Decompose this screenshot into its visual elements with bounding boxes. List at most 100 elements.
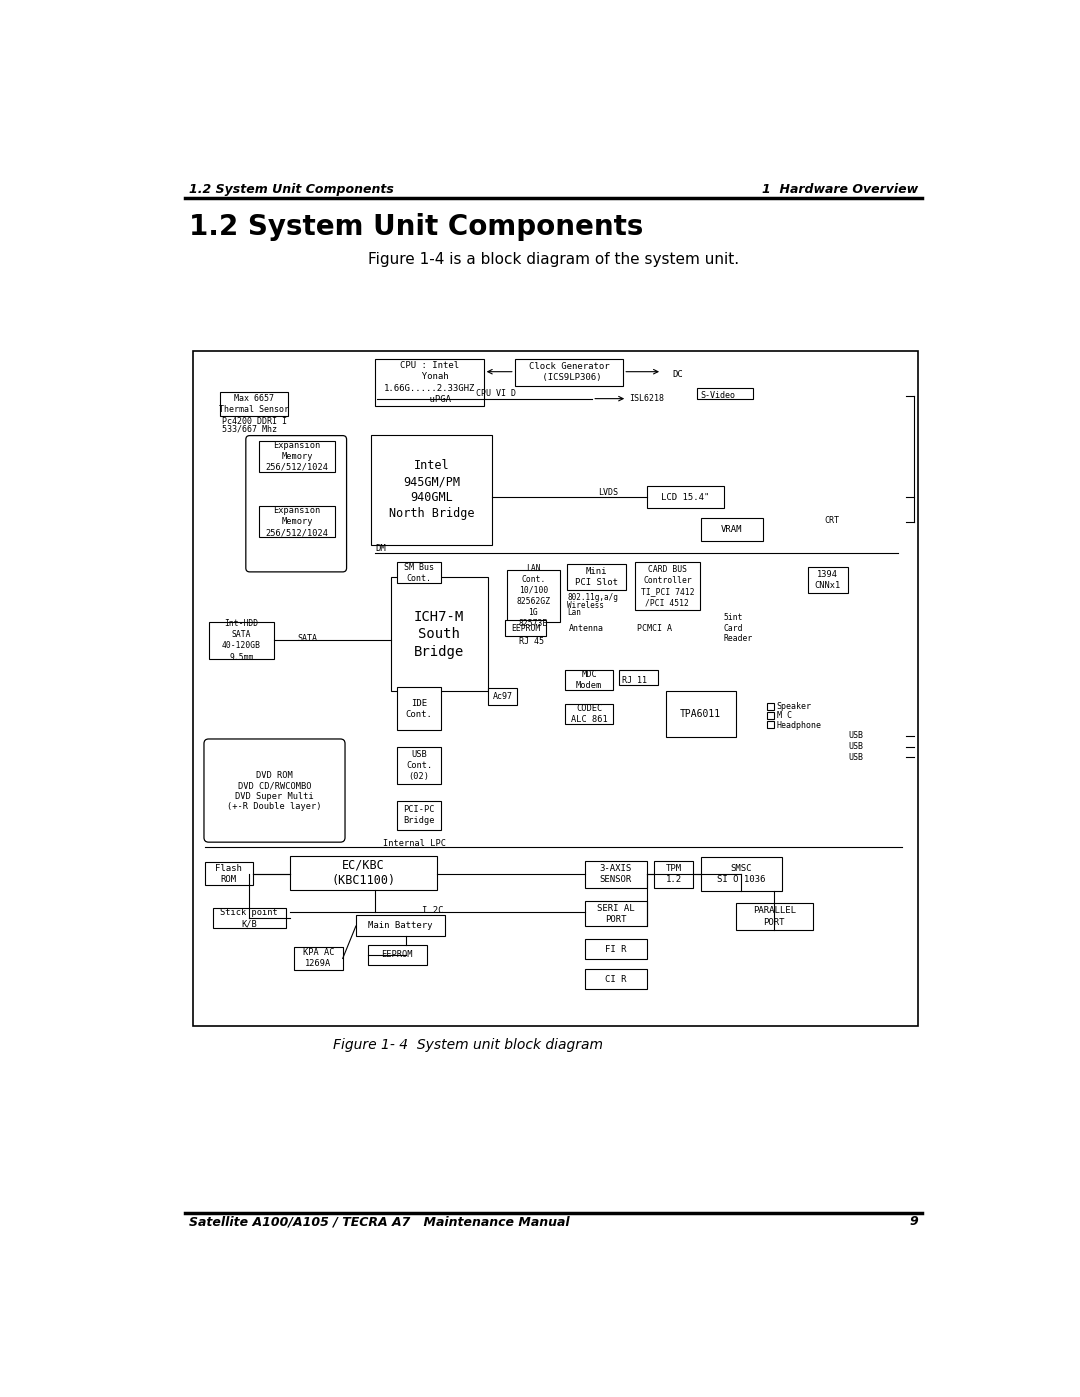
Bar: [635, 562, 700, 610]
Text: CRT: CRT: [825, 515, 840, 525]
Bar: [767, 721, 773, 728]
Text: Intel
945GM/PM
940GML
North Bridge: Intel 945GM/PM 940GML North Bridge: [389, 460, 474, 521]
Bar: [193, 351, 918, 1027]
Bar: [397, 562, 441, 584]
Text: TPM
1.2: TPM 1.2: [665, 865, 681, 884]
Bar: [391, 577, 488, 692]
Bar: [294, 947, 342, 970]
Bar: [213, 908, 286, 929]
Text: SM Bus
Cont.: SM Bus Cont.: [404, 563, 434, 583]
Text: LVDS: LVDS: [598, 488, 619, 497]
FancyBboxPatch shape: [246, 436, 347, 571]
Text: 3-AXIS
SENSOR: 3-AXIS SENSOR: [599, 865, 632, 884]
Text: CI R: CI R: [605, 975, 626, 983]
Text: Int-HDD
SATA
40-120GB
9.5mm: Int-HDD SATA 40-120GB 9.5mm: [222, 619, 261, 662]
Text: 1  Hardware Overview: 1 Hardware Overview: [761, 183, 918, 197]
Text: IDE
Cont.: IDE Cont.: [406, 698, 432, 718]
Text: 5int
Card
Reader: 5int Card Reader: [724, 613, 753, 643]
Text: 1.2 System Unit Components: 1.2 System Unit Components: [189, 212, 644, 240]
Bar: [372, 434, 491, 545]
Bar: [654, 861, 693, 887]
Text: Lan: Lan: [567, 608, 581, 617]
Text: M C: M C: [777, 711, 792, 721]
Text: Clock Generator
 (ICS9LP306): Clock Generator (ICS9LP306): [529, 362, 609, 383]
Bar: [697, 388, 753, 398]
Text: USB: USB: [848, 742, 863, 752]
Text: SMSC
SI O 1036: SMSC SI O 1036: [717, 865, 766, 884]
Text: USB: USB: [848, 732, 863, 740]
Text: Figure 1-4 is a block diagram of the system unit.: Figure 1-4 is a block diagram of the sys…: [368, 251, 739, 267]
Text: RJ 45: RJ 45: [518, 637, 543, 645]
Bar: [367, 944, 428, 964]
Text: 802.11g,a/g: 802.11g,a/g: [567, 592, 619, 602]
Text: ISL6218: ISL6218: [630, 394, 664, 404]
Text: Antenna: Antenna: [569, 623, 604, 633]
Bar: [375, 359, 484, 407]
Text: USB
Cont.
(02): USB Cont. (02): [406, 750, 432, 781]
Bar: [701, 856, 782, 891]
Text: PARALLEL
PORT: PARALLEL PORT: [753, 907, 796, 926]
Bar: [397, 800, 441, 830]
Bar: [647, 486, 724, 509]
FancyBboxPatch shape: [204, 739, 345, 842]
Text: LAN
Cont.
10/100
82562GZ
1G
82573E: LAN Cont. 10/100 82562GZ 1G 82573E: [516, 563, 551, 629]
Text: Headphone: Headphone: [777, 721, 822, 729]
Text: ICH7-M
South
Bridge: ICH7-M South Bridge: [414, 610, 464, 658]
Text: RJ 11: RJ 11: [622, 676, 647, 685]
Text: CARD BUS
Controller
TI_PCI 7412
/PCI 4512: CARD BUS Controller TI_PCI 7412 /PCI 451…: [640, 564, 694, 608]
Bar: [210, 622, 273, 659]
Text: PCI-PC
Bridge: PCI-PC Bridge: [403, 805, 435, 826]
Text: VRAM: VRAM: [721, 525, 743, 534]
Bar: [356, 915, 445, 936]
Bar: [701, 518, 762, 541]
Text: Main Battery: Main Battery: [368, 921, 433, 930]
Text: I 2C: I 2C: [422, 907, 443, 915]
Text: CPU : Intel
  Yonah
1.66G.....2.33GHZ
    uPGA: CPU : Intel Yonah 1.66G.....2.33GHZ uPGA: [383, 362, 475, 404]
Text: Internal LPC: Internal LPC: [383, 840, 446, 848]
Text: Satellite A100/A105 / TECRA A7   Maintenance Manual: Satellite A100/A105 / TECRA A7 Maintenan…: [189, 1215, 570, 1228]
Text: TPA6011: TPA6011: [680, 710, 721, 719]
Text: 1394
CNNx1: 1394 CNNx1: [814, 570, 841, 590]
Bar: [259, 507, 335, 538]
Text: Flash
ROM: Flash ROM: [215, 863, 242, 884]
Bar: [619, 669, 658, 685]
Bar: [507, 570, 559, 622]
Text: Ac97: Ac97: [492, 692, 512, 701]
Bar: [584, 970, 647, 989]
Text: EEPROM: EEPROM: [381, 950, 413, 960]
Text: LCD 15.4": LCD 15.4": [661, 493, 710, 502]
Bar: [808, 567, 848, 594]
Text: USB: USB: [848, 753, 863, 761]
Bar: [666, 692, 735, 738]
Text: Max 6657
Thermal Sensor: Max 6657 Thermal Sensor: [219, 394, 289, 414]
Text: S-Video: S-Video: [701, 391, 735, 400]
Text: DC: DC: [672, 369, 683, 379]
Bar: [565, 669, 613, 690]
Bar: [515, 359, 623, 386]
Text: CODEC
ALC 861: CODEC ALC 861: [570, 704, 608, 724]
Bar: [767, 703, 773, 710]
Text: EEPROM: EEPROM: [511, 623, 540, 633]
Bar: [767, 712, 773, 719]
Bar: [291, 856, 437, 890]
Text: Expansion
Memory
256/512/1024: Expansion Memory 256/512/1024: [266, 506, 328, 538]
Bar: [584, 901, 647, 926]
Bar: [584, 861, 647, 887]
Bar: [205, 862, 253, 886]
Text: MDC
Modem: MDC Modem: [576, 669, 603, 690]
Text: EC/KBC
(KBC1100): EC/KBC (KBC1100): [332, 859, 395, 887]
Text: SATA: SATA: [298, 634, 318, 644]
Bar: [735, 902, 813, 930]
Text: CPU VI D: CPU VI D: [476, 388, 516, 398]
Text: DM: DM: [375, 545, 386, 553]
Text: 533/667 Mhz: 533/667 Mhz: [221, 425, 276, 434]
Bar: [584, 939, 647, 960]
Text: 1.2 System Unit Components: 1.2 System Unit Components: [189, 183, 394, 197]
Text: Wireless: Wireless: [567, 601, 605, 609]
Text: Mini
PCI Slot: Mini PCI Slot: [575, 567, 618, 587]
Bar: [259, 441, 335, 472]
Text: Figure 1- 4  System unit block diagram: Figure 1- 4 System unit block diagram: [334, 1038, 604, 1052]
Bar: [565, 704, 613, 724]
Text: Pc4200 DDRI I: Pc4200 DDRI I: [221, 418, 287, 426]
Text: Speaker: Speaker: [777, 703, 812, 711]
